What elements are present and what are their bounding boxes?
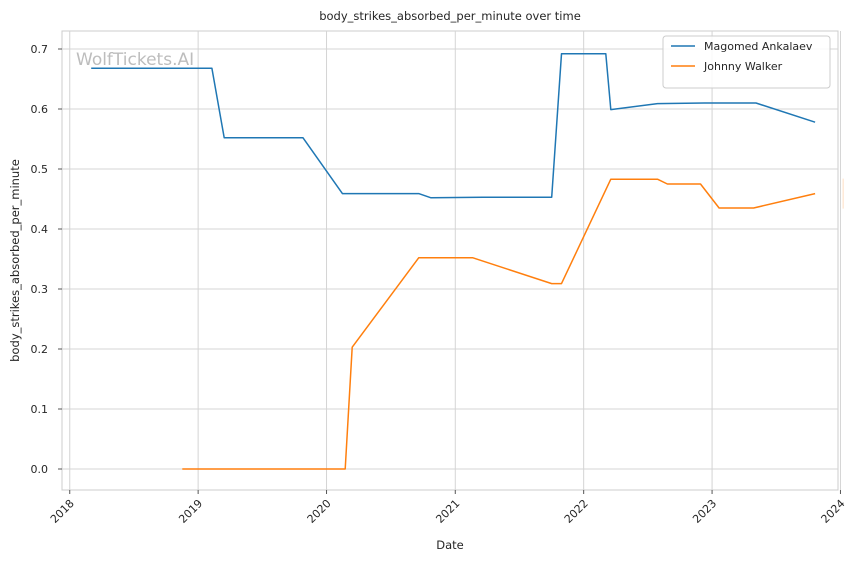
y-tick-label: 0.7 [31, 43, 49, 56]
legend-box [662, 35, 831, 89]
series-line-0 [91, 53, 816, 199]
y-tick-label: 0.6 [31, 103, 49, 116]
legend-label: Johnny Walker [703, 60, 783, 73]
x-axis-title: Date [436, 538, 464, 552]
y-tick-label: 0.0 [31, 463, 49, 476]
y-axis-ticks: 0.0 0.1 0.2 0.3 0.4 0.5 0.6 0.7 [31, 43, 62, 476]
series-lines [91, 53, 844, 470]
plot-area [61, 30, 839, 491]
y-axis-title: body_strikes_absorbed_per_minute [8, 159, 22, 362]
y-tick-label: 0.5 [31, 163, 49, 176]
y-tick-label: 0.4 [31, 223, 49, 236]
watermark: WolfTickets.AI [76, 50, 194, 70]
legend: Magomed Ankalaev Johnny Walker [662, 35, 831, 89]
chart-title: body_strikes_absorbed_per_minute over ti… [319, 9, 581, 23]
y-tick-label: 0.1 [31, 403, 49, 416]
series-line-1 [182, 178, 816, 470]
y-tick-label: 0.3 [31, 283, 49, 296]
y-tick-label: 0.2 [31, 343, 49, 356]
legend-label: Magomed Ankalaev [704, 40, 813, 53]
